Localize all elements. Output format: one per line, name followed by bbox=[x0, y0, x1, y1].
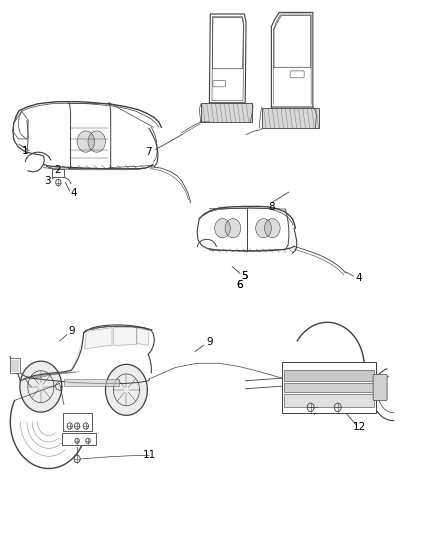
Text: 4: 4 bbox=[71, 188, 78, 198]
Text: 9: 9 bbox=[68, 326, 75, 336]
FancyBboxPatch shape bbox=[213, 80, 226, 87]
Text: 6: 6 bbox=[237, 280, 243, 290]
Circle shape bbox=[20, 361, 62, 412]
Polygon shape bbox=[137, 328, 149, 345]
Bar bbox=[11, 358, 20, 373]
Circle shape bbox=[77, 131, 95, 152]
Bar bbox=[64, 379, 119, 385]
Bar bbox=[62, 433, 96, 445]
Circle shape bbox=[215, 219, 230, 238]
Circle shape bbox=[225, 219, 241, 238]
Polygon shape bbox=[113, 327, 136, 345]
Circle shape bbox=[265, 219, 280, 238]
Circle shape bbox=[88, 131, 106, 152]
Text: 5: 5 bbox=[241, 271, 247, 281]
Bar bbox=[285, 370, 374, 381]
Bar bbox=[262, 108, 318, 128]
Bar bbox=[283, 362, 376, 413]
Circle shape bbox=[106, 365, 148, 415]
Text: 13: 13 bbox=[307, 400, 321, 410]
FancyBboxPatch shape bbox=[373, 374, 387, 400]
Text: 9: 9 bbox=[206, 337, 213, 347]
Bar bbox=[285, 383, 374, 392]
Bar bbox=[201, 103, 252, 122]
Polygon shape bbox=[85, 328, 112, 349]
Text: 3: 3 bbox=[45, 176, 51, 187]
Text: 1: 1 bbox=[21, 146, 28, 156]
Text: 6: 6 bbox=[237, 280, 243, 290]
Text: 2: 2 bbox=[54, 165, 61, 175]
FancyBboxPatch shape bbox=[290, 71, 304, 78]
Bar bbox=[63, 413, 92, 431]
Text: 12: 12 bbox=[353, 422, 366, 432]
Text: 5: 5 bbox=[241, 271, 247, 281]
Polygon shape bbox=[73, 331, 86, 369]
Text: 11: 11 bbox=[142, 450, 156, 460]
Text: 4: 4 bbox=[355, 273, 362, 283]
Bar bbox=[52, 169, 64, 177]
Circle shape bbox=[256, 219, 272, 238]
Text: 8: 8 bbox=[268, 202, 275, 212]
Bar bbox=[285, 394, 374, 407]
Text: 7: 7 bbox=[145, 147, 152, 157]
